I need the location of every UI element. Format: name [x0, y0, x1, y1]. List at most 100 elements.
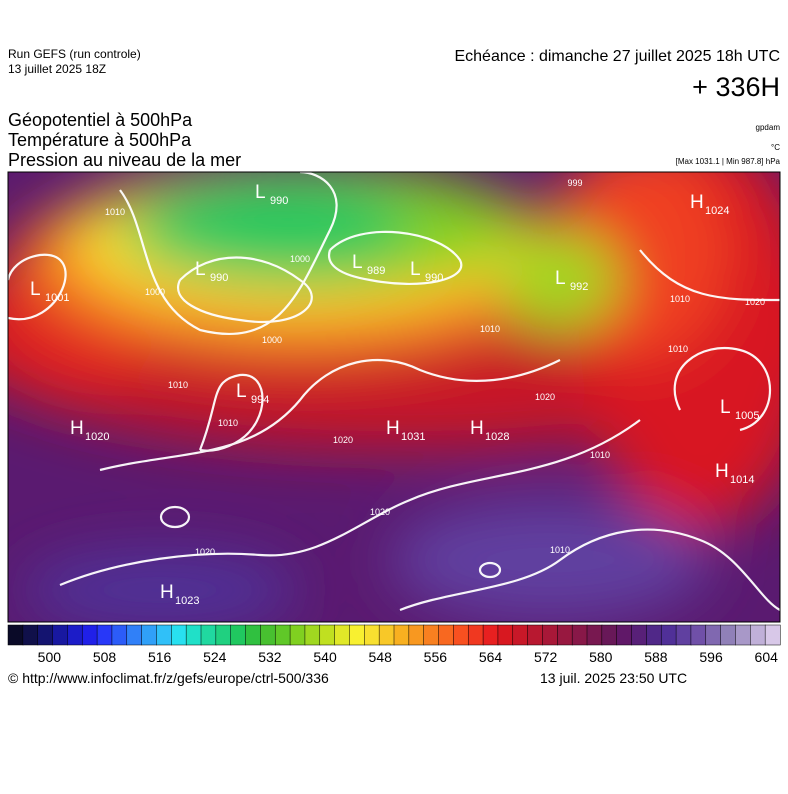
unit-temp: °C — [771, 143, 780, 152]
colorbar-tick-label: 572 — [534, 649, 558, 665]
center-value: 1028 — [485, 431, 509, 443]
colorbar-cell — [156, 624, 172, 646]
center-value: 1014 — [730, 474, 754, 486]
title-line: Température à 500hPa — [8, 130, 192, 150]
colorbar-cell — [423, 624, 440, 646]
center-value: 992 — [570, 281, 588, 293]
isobar-label: 1010 — [168, 380, 188, 390]
isobar-label: 1010 — [105, 207, 125, 217]
colorbar-tick-label: 500 — [38, 649, 62, 665]
colorbar-cell — [349, 624, 365, 646]
run-label: Run GEFS (run controle) — [8, 47, 141, 61]
center-value: 990 — [270, 195, 288, 207]
colorbar-cell — [438, 624, 454, 646]
colorbar-cell — [601, 624, 618, 646]
colorbar-cell — [571, 624, 588, 646]
colorbar-tick-label: 556 — [424, 649, 448, 665]
colorbar-tick-label: 532 — [258, 649, 282, 665]
colorbar-cell — [720, 624, 737, 646]
colorbar-cell — [230, 624, 247, 646]
center-value: 1005 — [735, 410, 759, 422]
center-type: L — [236, 381, 247, 402]
isobar-label: 1020 — [370, 507, 390, 517]
colorbar-tick-label: 548 — [369, 649, 393, 665]
center-type: L — [30, 279, 41, 300]
colorbar-cell — [111, 624, 128, 646]
colorbar-tick-label: 580 — [589, 649, 613, 665]
isobar-label: 1010 — [670, 294, 690, 304]
isobar-label: 1020 — [535, 392, 555, 402]
colorbar-tick-label: 524 — [203, 649, 227, 665]
colorbar-cell — [215, 624, 232, 646]
isobar-label: 1010 — [590, 450, 610, 460]
colorbar-cell — [660, 624, 677, 646]
colorbar-cell — [7, 624, 24, 646]
colorbar-tick-label: 604 — [755, 649, 779, 665]
colorbar-cell — [675, 624, 692, 646]
center-type: L — [352, 252, 363, 273]
colorbar-cell — [304, 624, 321, 646]
colorbar-cell — [408, 624, 425, 646]
colorbar-cell — [67, 624, 83, 646]
isobar-label: 1000 — [262, 335, 282, 345]
center-value: 1001 — [45, 292, 69, 304]
colorbar-tick-label: 588 — [644, 649, 668, 665]
center-value: 990 — [210, 272, 228, 284]
colorbar-cell — [512, 624, 529, 646]
isobar-label: 1010 — [480, 324, 500, 334]
colorbar-cell — [260, 624, 276, 646]
title-line: Géopotentiel à 500hPa — [8, 110, 193, 130]
isobar-label: 999 — [567, 178, 582, 188]
unit-geo: gpdam — [756, 123, 781, 132]
colorbar-cell — [750, 624, 766, 646]
center-value: 1020 — [85, 431, 109, 443]
colorbar-tick-label: 516 — [148, 649, 172, 665]
isobar-label: 1010 — [550, 545, 570, 555]
center-value: 1023 — [175, 595, 199, 607]
footer-generated: 13 juil. 2025 23:50 UTC — [540, 670, 687, 686]
center-type: H — [690, 192, 704, 213]
center-value: 1024 — [705, 205, 729, 217]
isobar-label: 1000 — [145, 287, 165, 297]
center-type: H — [715, 461, 729, 482]
colorbar-cell — [289, 624, 306, 646]
colorbar-cell — [334, 624, 351, 646]
colorbar-cell — [764, 624, 781, 646]
colorbar-cell — [467, 624, 484, 646]
center-type: L — [255, 182, 266, 203]
center-value: 989 — [367, 265, 385, 277]
center-value: 990 — [425, 272, 443, 284]
colorbar-cell — [497, 624, 514, 646]
center-type: L — [410, 259, 421, 280]
colorbar-cell — [735, 624, 751, 646]
colorbar-cell — [616, 624, 633, 646]
colorbar-cell — [690, 624, 707, 646]
center-value: 994 — [251, 394, 269, 406]
map-field — [8, 172, 780, 622]
center-type: H — [386, 418, 400, 439]
colorbar-cell — [37, 624, 54, 646]
colorbar-cell — [81, 624, 98, 646]
colorbar-cell — [126, 624, 143, 646]
colorbar-cell — [527, 624, 544, 646]
colorbar-tick-label: 540 — [313, 649, 337, 665]
colorbar-cell — [453, 624, 469, 646]
colorbar-cell — [141, 624, 158, 646]
colorbar-cell — [171, 624, 187, 646]
colorbar-cell — [393, 624, 410, 646]
colorbar-cell — [364, 624, 380, 646]
colorbar-cell — [22, 624, 39, 646]
colorbar-cell — [319, 624, 336, 646]
footer-url: © http://www.infoclimat.fr/z/gefs/europe… — [8, 670, 329, 686]
isobar-label: 1000 — [290, 254, 310, 264]
colorbar-tick-label: 564 — [479, 649, 503, 665]
colorbar-cell — [631, 624, 647, 646]
colorbar-cell — [245, 624, 261, 646]
colorbar-cell — [96, 624, 113, 646]
colorbar-cell — [705, 624, 722, 646]
colorbar-cell — [542, 624, 558, 646]
title-line: Pression au niveau de la mer — [8, 150, 241, 170]
colorbar-cell — [52, 624, 68, 646]
colorbar-cell — [185, 624, 202, 646]
